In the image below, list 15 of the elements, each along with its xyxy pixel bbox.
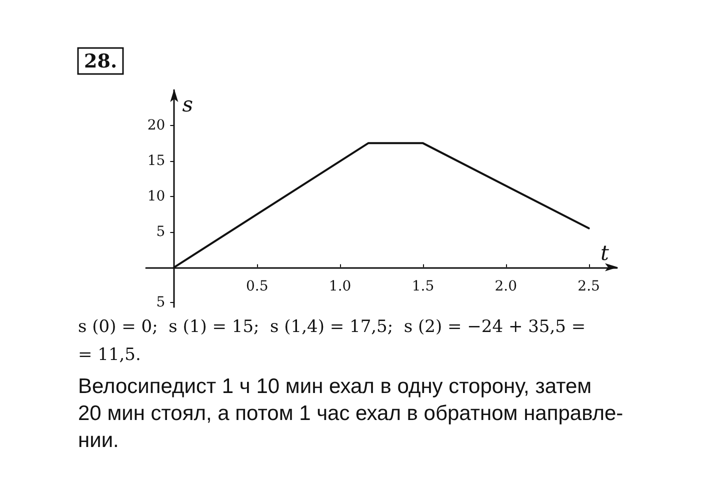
x-tick-label: 2.5	[578, 278, 600, 294]
text: s (0) = 0; s (1) = 15; s (1,4) = 17,5; s (2) = −24 + 35,5 = = 11,5.	[78, 317, 586, 365]
y-tick-label: 20	[147, 117, 166, 134]
y-tick-label: 5	[156, 224, 166, 240]
text: Велосипедист 1 ч 10 мин ехал в одну сторону, затем 20 мин стоял, а потом 1 час ехал в обратном направле- нии.	[78, 375, 624, 452]
x-axis-title: t	[600, 240, 610, 265]
x-tick-label: 1.5	[412, 278, 434, 294]
x-tick-label: 0.5	[246, 278, 268, 294]
y-axis-title: s	[182, 92, 194, 116]
y-tick-label: 10	[147, 188, 166, 204]
chart-title: 28.	[84, 50, 118, 72]
y-tick-label: 15	[147, 152, 166, 169]
x-tick-label: 1.0	[328, 278, 352, 294]
y-tick-label: 5	[156, 294, 166, 311]
x-tick-label: 2.0	[494, 278, 518, 294]
